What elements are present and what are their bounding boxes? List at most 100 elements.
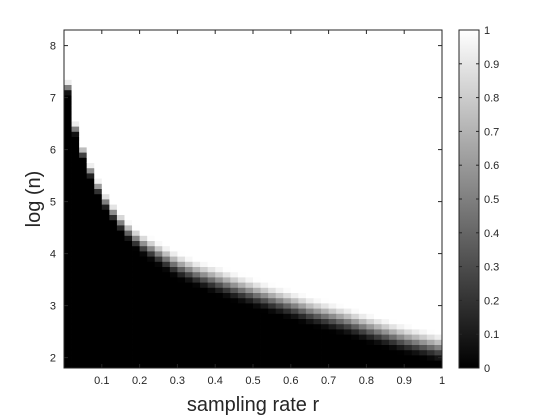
heatmap-cell: [328, 58, 337, 65]
heatmap-cell: [116, 53, 125, 59]
heatmap-cell: [373, 69, 382, 75]
heatmap-cell: [71, 344, 80, 351]
heatmap-cell: [64, 178, 72, 184]
heatmap-cell: [275, 266, 284, 273]
heatmap-cell: [313, 329, 322, 335]
heatmap-cell: [268, 167, 277, 174]
heatmap-cell: [101, 365, 110, 369]
heatmap-cell: [139, 126, 148, 132]
heatmap-cell: [71, 110, 80, 117]
heatmap-cell: [109, 183, 118, 189]
heatmap-cell: [268, 266, 277, 273]
heatmap-cell: [283, 183, 292, 189]
heatmap-cell: [147, 323, 156, 330]
heatmap-cell: [200, 147, 209, 153]
heatmap-cell: [71, 157, 80, 163]
heatmap-cell: [215, 100, 224, 106]
heatmap-cell: [260, 349, 269, 356]
heatmap-cell: [139, 193, 148, 200]
heatmap-cell: [147, 349, 156, 356]
heatmap-cell: [237, 178, 246, 184]
heatmap-cell: [139, 297, 148, 304]
heatmap-cell: [253, 188, 261, 195]
heatmap-cell: [207, 199, 216, 205]
heatmap-cell: [207, 141, 216, 148]
heatmap-cell: [139, 53, 148, 59]
heatmap-cell: [404, 115, 413, 122]
heatmap-cell: [305, 84, 314, 91]
heatmap-cell: [147, 152, 156, 158]
heatmap-cell: [411, 344, 420, 351]
heatmap-cell: [124, 79, 133, 85]
heatmap-cell: [184, 173, 193, 179]
heatmap-cell: [162, 308, 171, 314]
heatmap-cell: [305, 323, 314, 330]
heatmap-cell: [79, 173, 88, 179]
heatmap-cell: [298, 152, 307, 158]
heatmap-cell: [192, 100, 201, 106]
heatmap-cell: [230, 173, 239, 179]
heatmap-cell: [351, 329, 360, 335]
heatmap-cell: [381, 199, 390, 205]
heatmap-cell: [419, 105, 428, 111]
heatmap-cell: [343, 225, 352, 231]
heatmap-cell: [139, 339, 148, 345]
heatmap-cell: [411, 63, 420, 70]
heatmap-cell: [79, 53, 88, 59]
heatmap-cell: [109, 105, 118, 111]
heatmap-cell: [79, 277, 88, 283]
heatmap-cell: [298, 329, 307, 335]
heatmap-cell: [245, 261, 254, 267]
heatmap-cell: [169, 297, 178, 304]
heatmap-cell: [268, 230, 277, 236]
heatmap-cell: [207, 235, 216, 241]
heatmap-cell: [139, 84, 148, 91]
heatmap-cell: [207, 188, 216, 195]
heatmap-cell: [290, 100, 299, 106]
heatmap-cell: [245, 136, 254, 143]
heatmap-cell: [290, 105, 299, 111]
heatmap-cell: [192, 141, 201, 148]
heatmap-cell: [373, 193, 382, 200]
heatmap-cell: [275, 141, 284, 148]
heatmap-cell: [396, 230, 405, 236]
heatmap-cell: [358, 121, 367, 127]
heatmap-cell: [71, 89, 80, 96]
heatmap-cell: [404, 339, 413, 345]
heatmap-cell: [290, 297, 299, 304]
heatmap-cell: [389, 204, 398, 210]
heatmap-cell: [245, 209, 254, 215]
heatmap-cell: [139, 162, 148, 169]
heatmap-cell: [222, 225, 231, 231]
heatmap-cell: [79, 157, 88, 163]
heatmap-cell: [237, 360, 246, 366]
heatmap-cell: [411, 157, 420, 163]
heatmap-cell: [253, 79, 261, 85]
heatmap-cell: [366, 74, 375, 80]
heatmap-cell: [101, 344, 110, 351]
heatmap-cell: [396, 360, 405, 366]
heatmap-cell: [343, 240, 352, 247]
heatmap-cell: [351, 308, 360, 314]
heatmap-cell: [184, 53, 193, 59]
heatmap-cell: [177, 219, 186, 226]
heatmap-cell: [396, 365, 405, 369]
heatmap-cell: [109, 100, 118, 106]
heatmap-cell: [358, 240, 367, 247]
heatmap-cell: [419, 334, 428, 340]
heatmap-cell: [298, 251, 307, 257]
heatmap-cell: [207, 292, 216, 299]
heatmap-cell: [404, 183, 413, 189]
heatmap-cell: [207, 131, 216, 137]
heatmap-cell: [268, 329, 277, 335]
heatmap-cell: [162, 282, 171, 288]
heatmap-cell: [154, 318, 163, 325]
heatmap-cell: [298, 266, 307, 273]
heatmap-cell: [230, 313, 239, 319]
heatmap-cell: [419, 251, 428, 257]
heatmap-cell: [313, 95, 322, 101]
heatmap-cell: [336, 193, 345, 200]
heatmap-cell: [396, 79, 405, 85]
heatmap-cell: [343, 167, 352, 174]
heatmap-cell: [419, 89, 428, 96]
